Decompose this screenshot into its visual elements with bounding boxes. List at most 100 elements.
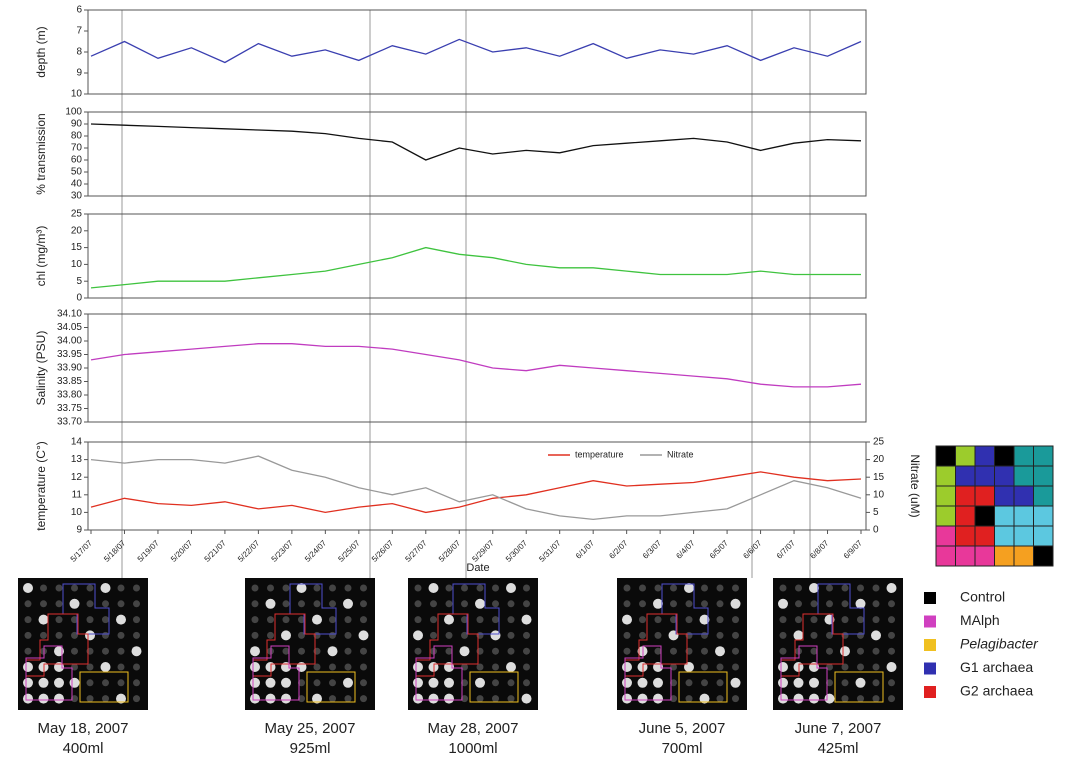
spot	[873, 585, 880, 592]
spot	[732, 648, 739, 655]
legend-label: MAlph	[960, 612, 1000, 628]
y-tick-label: 25	[71, 209, 83, 220]
spot	[492, 664, 499, 671]
spot	[701, 648, 708, 655]
x-tick-label: 6/9/07	[842, 538, 864, 560]
spot	[101, 662, 111, 672]
spot	[732, 585, 739, 592]
spot	[429, 678, 439, 688]
spot	[430, 616, 437, 623]
spot	[118, 679, 125, 686]
grid-cell	[995, 506, 1015, 526]
spot	[732, 616, 739, 623]
x-tick-label: 5/17/07	[69, 538, 95, 564]
figure: 678910depth (m)30405060708090100% transm…	[0, 0, 1068, 764]
spot	[40, 585, 47, 592]
spot	[780, 632, 787, 639]
spot	[506, 583, 516, 593]
spot	[732, 695, 739, 702]
spot	[639, 616, 646, 623]
spot	[653, 694, 663, 704]
spot	[345, 695, 352, 702]
spot	[71, 585, 78, 592]
spot	[87, 585, 94, 592]
spot	[717, 664, 724, 671]
spot	[252, 616, 259, 623]
spot	[477, 585, 484, 592]
spot	[873, 600, 880, 607]
grid-cell	[956, 486, 976, 506]
spot	[70, 599, 80, 609]
spot	[314, 664, 321, 671]
spot	[25, 632, 32, 639]
spot	[873, 648, 880, 655]
spot	[413, 694, 423, 704]
spot	[686, 695, 693, 702]
spot	[622, 615, 632, 625]
x-tick-label: 5/29/07	[470, 538, 496, 564]
spot	[717, 616, 724, 623]
array-image	[245, 578, 375, 710]
spot	[329, 679, 336, 686]
spot	[252, 600, 259, 607]
y2-tick-label: 15	[873, 472, 885, 483]
spot	[638, 678, 648, 688]
spot	[638, 694, 648, 704]
y2-axis-label: Nitrate (uM)	[908, 454, 922, 517]
image-date: June 7, 2007	[795, 720, 882, 737]
spot	[39, 615, 49, 625]
y-axis-label: depth (m)	[34, 26, 48, 77]
spot	[446, 632, 453, 639]
spot	[283, 616, 290, 623]
image-volume: 425ml	[818, 740, 859, 757]
spot	[87, 616, 94, 623]
spot	[686, 616, 693, 623]
y-tick-label: 15	[71, 242, 83, 253]
spot	[267, 585, 274, 592]
y-tick-label: 30	[71, 191, 83, 202]
grid-cell	[936, 546, 956, 566]
y2-tick-label: 5	[873, 507, 879, 518]
x-tick-label: 6/1/07	[574, 538, 596, 560]
spot	[873, 679, 880, 686]
spot	[328, 646, 338, 656]
spot	[360, 616, 367, 623]
x-tick-label: 6/7/07	[775, 538, 797, 560]
grid-cell	[1034, 546, 1054, 566]
spot	[314, 585, 321, 592]
spot	[508, 648, 515, 655]
spot	[70, 678, 80, 688]
spot	[118, 632, 125, 639]
spot	[101, 583, 111, 593]
y2-tick-label: 25	[873, 437, 885, 448]
spot	[429, 694, 439, 704]
spot	[329, 585, 336, 592]
array-image	[773, 578, 903, 710]
spot	[826, 648, 833, 655]
y-tick-label: 60	[71, 155, 83, 166]
spot	[477, 695, 484, 702]
legend-swatch	[924, 592, 936, 604]
spot	[622, 678, 632, 688]
grid-cell	[936, 526, 956, 546]
spot	[54, 678, 64, 688]
spot	[132, 646, 142, 656]
y-tick-label: 80	[71, 131, 83, 142]
spot	[857, 695, 864, 702]
grid-cell	[1014, 526, 1034, 546]
grid-cell	[1034, 446, 1054, 466]
x-tick-label: 5/27/07	[403, 538, 429, 564]
probe-grid	[936, 446, 1053, 566]
spot	[795, 600, 802, 607]
spot	[102, 616, 109, 623]
spot	[701, 632, 708, 639]
spot	[87, 600, 94, 607]
x-tick-label: 5/19/07	[136, 538, 162, 564]
spot	[415, 648, 422, 655]
spot	[87, 695, 94, 702]
spot	[523, 648, 530, 655]
spot	[825, 694, 835, 704]
spot	[887, 583, 897, 593]
y-tick-label: 6	[76, 5, 82, 16]
spot	[283, 600, 290, 607]
